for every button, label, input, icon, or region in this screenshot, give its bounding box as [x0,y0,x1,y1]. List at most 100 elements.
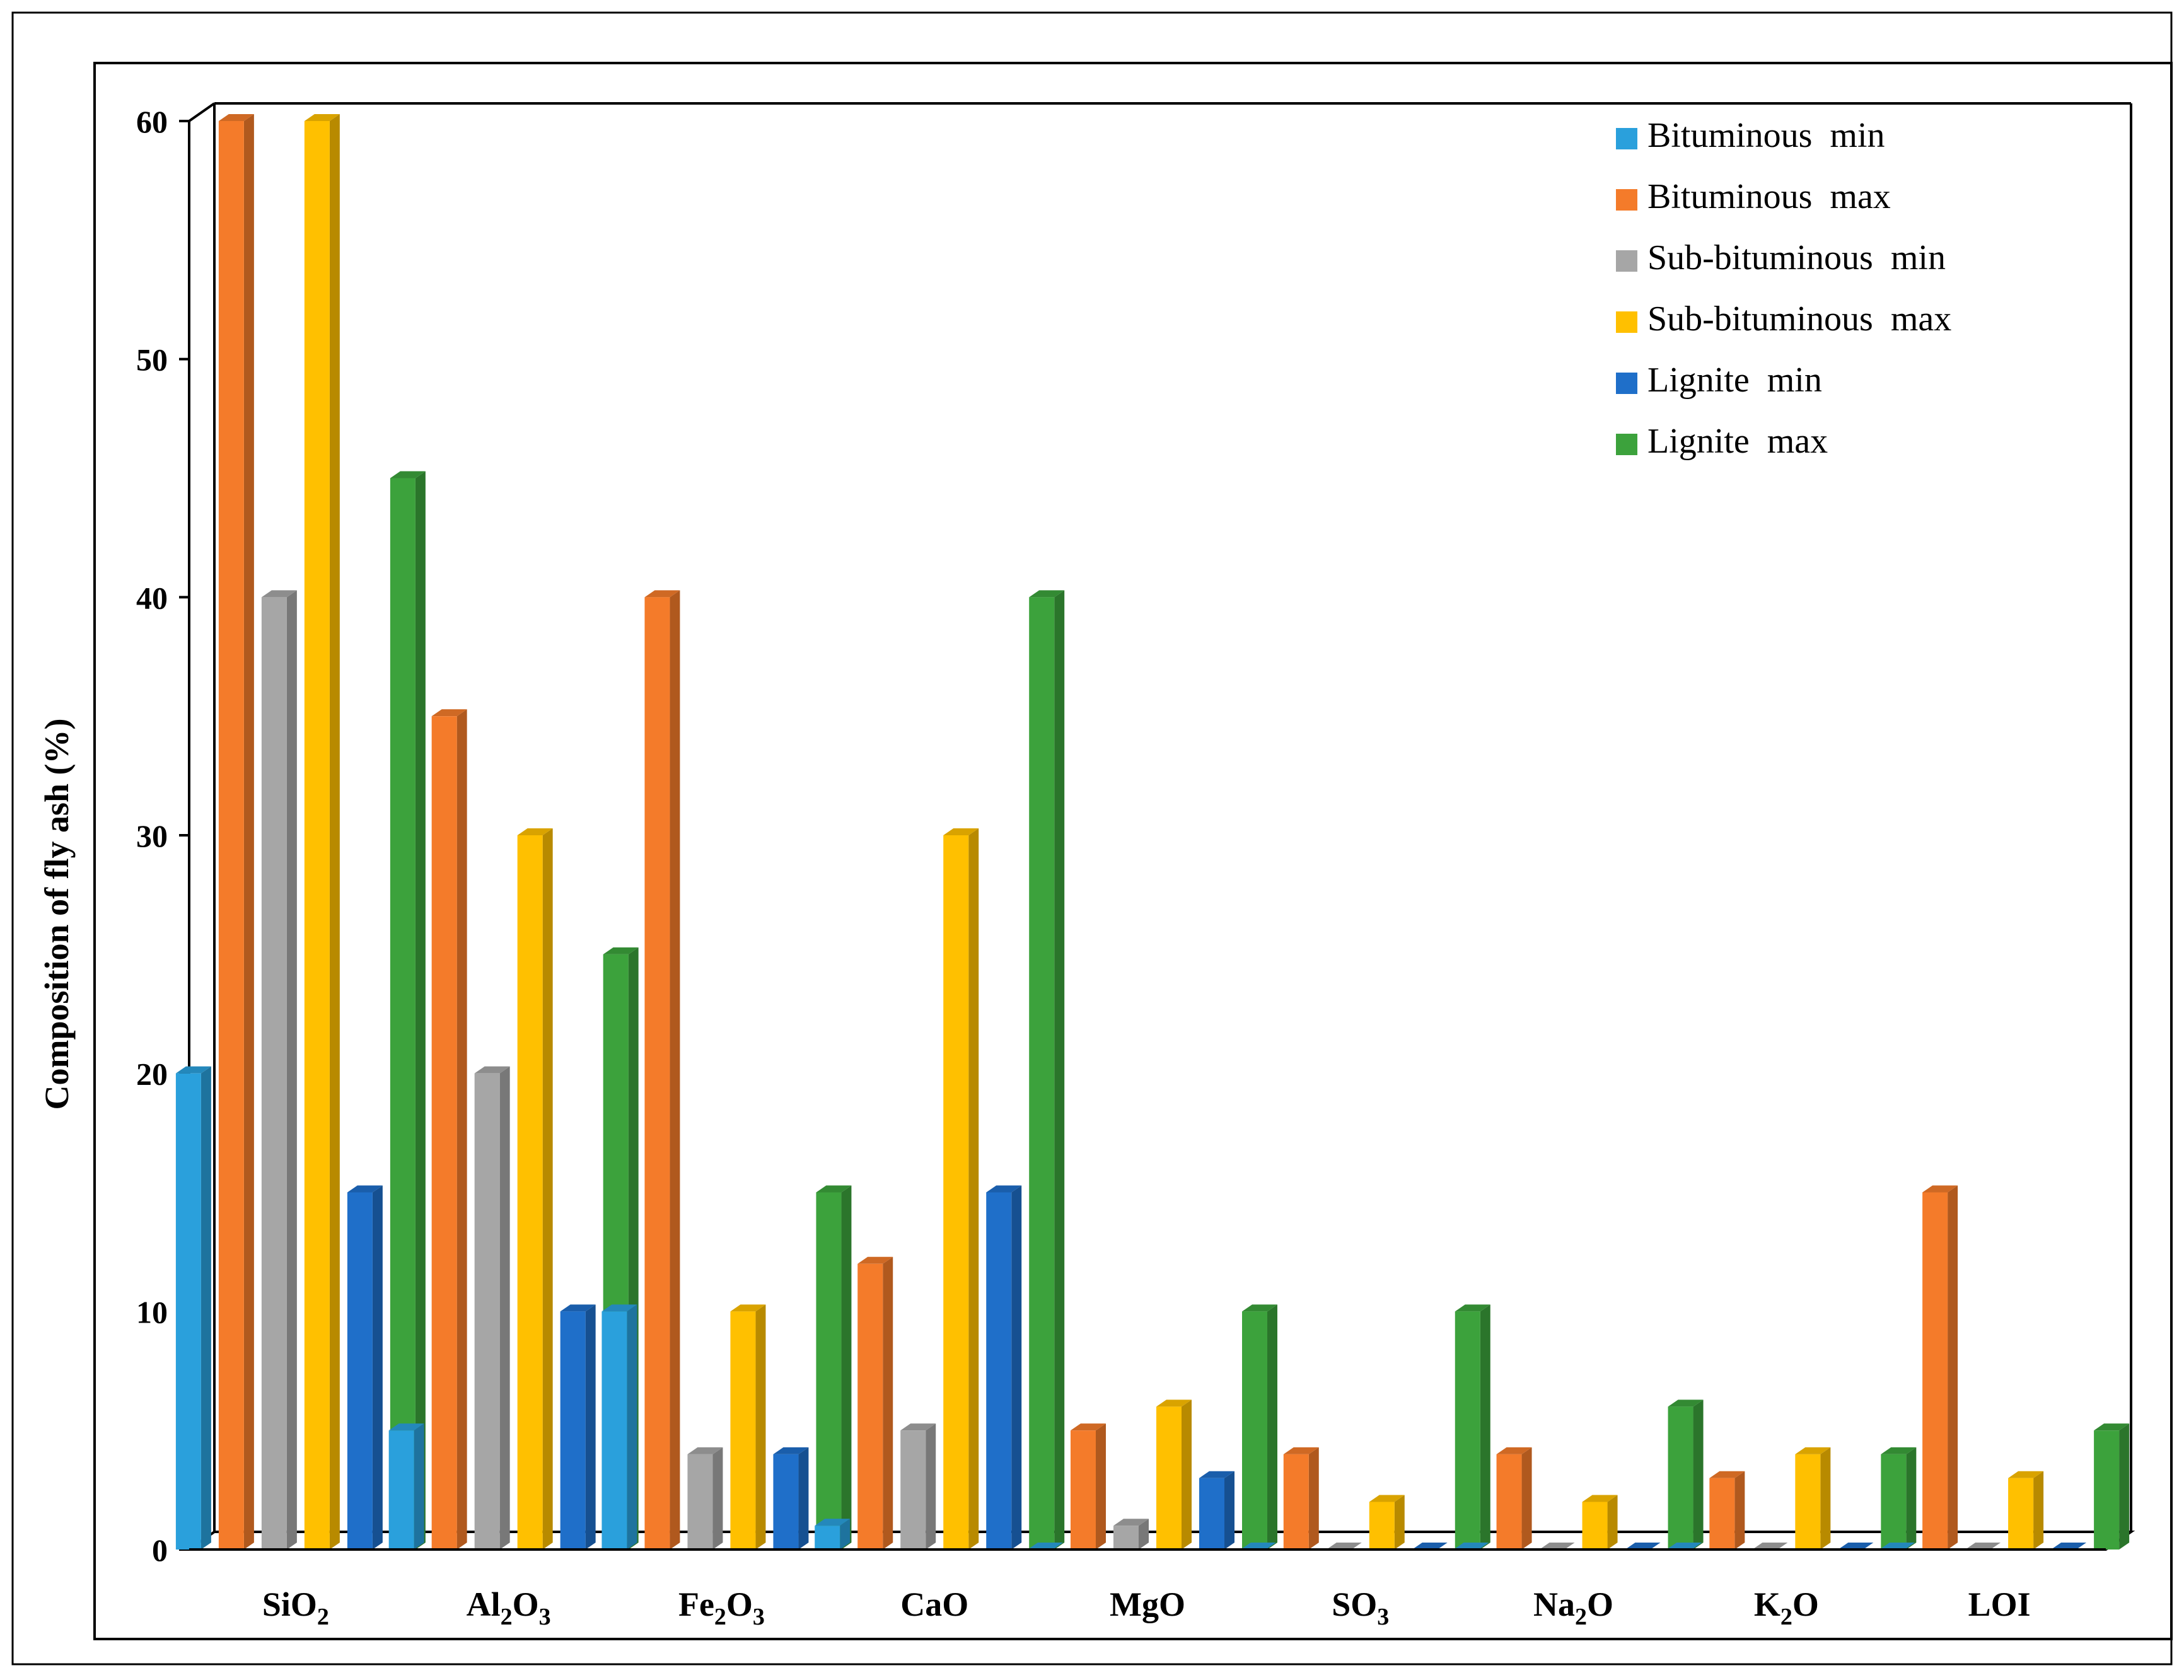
bar [687,1447,723,1550]
bar-side-face [798,1447,809,1550]
bar [1240,1543,1276,1550]
legend-label: Lignite min [1647,361,1822,400]
bar-top-face [1369,1495,1405,1502]
bars [175,114,2130,1550]
bar-front-face [773,1454,799,1550]
y-tick-label: 60 [136,104,168,139]
bar-side-face [1224,1471,1234,1550]
bar-front-face [1369,1502,1395,1550]
chart-area-border [93,62,2173,1640]
bar-side-face [755,1304,766,1550]
bar-front-face [261,597,287,1550]
bar-top-face [1879,1543,1915,1550]
bar-top-face [603,947,639,954]
bar-front-face [2094,1430,2120,1550]
bar-front-face [644,597,670,1550]
side-wall-top-edge [188,102,216,122]
bar-front-face [900,1430,926,1550]
bar-side-face [200,1066,211,1550]
bar-front-face [1199,1478,1224,1550]
bar-side-face [1693,1399,1704,1550]
bar [390,471,426,1550]
x-axis: SiO2 Al2O3 Fe2O3 CaO MgO SO3 Na2O K2O LOI [189,1548,2106,1630]
bar [1625,1543,1661,1550]
bar-top-face [1113,1519,1149,1526]
bar-top-face [730,1304,766,1312]
bar-front-face [1156,1406,1182,1550]
bar-top-face [1582,1495,1618,1502]
bar-top-face [1539,1543,1575,1550]
bar-front-face [388,1430,414,1550]
bar-top-face [1240,1543,1276,1550]
bar-top-face [390,471,426,478]
bar-side-face [1820,1447,1831,1550]
bar-side-face [1948,1185,1958,1550]
bar-front-face [1668,1406,1693,1550]
bar-side-face [542,828,553,1550]
bar-side-face [1607,1495,1618,1550]
bar [815,1519,851,1550]
bar-side-face [1096,1423,1106,1550]
bar-side-face [2033,1471,2044,1550]
bar [1879,1543,1915,1550]
bar-top-face [218,114,254,121]
bar-top-face [1199,1471,1234,1478]
bar [1539,1543,1575,1550]
bar [644,590,680,1550]
bar-side-face [372,1185,383,1550]
bar-side-face [841,1185,852,1550]
bar [1369,1495,1405,1550]
bar-front-face [1242,1311,1267,1550]
bar-side-face [1054,590,1065,1550]
x-tick-label: Al2O3 [467,1585,551,1630]
bar [1922,1185,1958,1550]
legend-item: Lignite min [1616,361,1822,400]
bar-front-face [431,716,457,1550]
x-tick-label: CaO [900,1585,968,1623]
bar-side-face [670,590,680,1550]
bar [2008,1471,2044,1550]
bar [943,828,979,1550]
bar-front-face [2008,1478,2034,1550]
legend: Bituminous min Bituminous max Sub-bitumino… [1616,116,1951,461]
bar-front-face [1709,1478,1735,1550]
bar-top-face [517,828,553,835]
bar-side-face [456,709,467,1550]
bar [388,1423,424,1550]
bar [1283,1447,1319,1550]
bar-front-face [1881,1454,1907,1550]
legend-swatch [1616,373,1637,394]
bar [474,1066,510,1550]
bar-top-face [1242,1304,1277,1312]
bar [1709,1471,1745,1550]
bar [347,1185,383,1550]
x-tick-label: Fe2O3 [678,1585,765,1630]
bar [261,590,297,1550]
bar-top-face [1283,1447,1319,1454]
bar-front-face [390,478,415,1550]
bar-front-face [218,121,244,1550]
bar-front-face [304,121,330,1550]
bar [730,1304,766,1550]
bar [1156,1399,1192,1550]
bar [1496,1447,1532,1550]
bar-side-face [286,590,297,1550]
bar-side-face [499,1066,510,1550]
legend-label: Lignite max [1647,422,1828,461]
y-tick-label: 20 [136,1057,168,1092]
legend-item: Lignite max [1616,422,1828,461]
bar-front-face [1795,1454,1821,1550]
bar-top-face [1071,1423,1106,1431]
bar-top-face [347,1185,383,1193]
legend-label: Bituminous min [1647,116,1885,155]
bar [2051,1543,2087,1550]
legend-label: Bituminous max [1647,177,1891,216]
bar-top-face [1496,1447,1532,1454]
bar-front-face [601,1311,627,1550]
bar-top-face [1625,1543,1661,1550]
bar [773,1447,809,1550]
bar-front-face [986,1192,1012,1550]
legend-item: Bituminous min [1616,116,1885,155]
bar-side-face [1308,1447,1319,1550]
